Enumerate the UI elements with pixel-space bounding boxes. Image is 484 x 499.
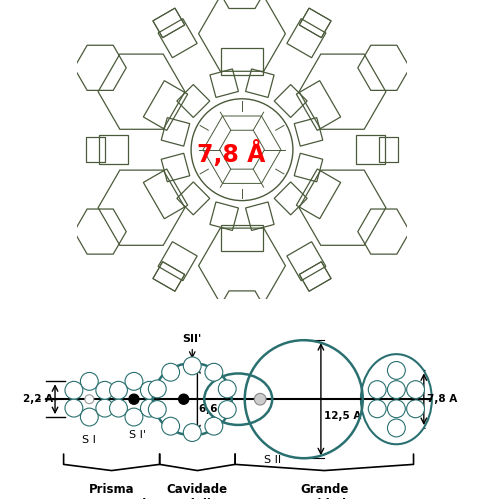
Circle shape: [65, 381, 83, 399]
Text: S I: S I: [82, 435, 96, 445]
Circle shape: [140, 381, 158, 399]
Text: Grande
Cavidade: Grande Cavidade: [294, 483, 355, 499]
Circle shape: [80, 372, 98, 390]
Circle shape: [80, 408, 98, 426]
Circle shape: [149, 401, 166, 419]
Circle shape: [368, 400, 386, 418]
Text: 7,8 A: 7,8 A: [426, 394, 457, 404]
Circle shape: [96, 399, 114, 417]
Circle shape: [183, 357, 201, 375]
Circle shape: [179, 394, 189, 404]
Circle shape: [205, 417, 223, 435]
Circle shape: [140, 399, 158, 417]
Circle shape: [109, 399, 127, 417]
Circle shape: [388, 381, 405, 399]
Text: SII': SII': [182, 334, 202, 344]
Circle shape: [255, 393, 266, 405]
Circle shape: [407, 381, 424, 399]
Circle shape: [388, 419, 405, 437]
Circle shape: [205, 363, 223, 381]
Circle shape: [65, 399, 83, 417]
Text: 6,6 A: 6,6 A: [199, 405, 229, 415]
Circle shape: [407, 400, 424, 418]
Circle shape: [96, 381, 114, 399]
Circle shape: [125, 372, 143, 390]
Circle shape: [183, 424, 201, 442]
Circle shape: [85, 395, 94, 404]
Circle shape: [388, 361, 405, 379]
Text: 2,2 A: 2,2 A: [23, 394, 53, 404]
Circle shape: [162, 417, 180, 435]
Circle shape: [162, 363, 180, 381]
Circle shape: [149, 380, 166, 398]
Circle shape: [129, 394, 139, 404]
Circle shape: [109, 381, 127, 399]
Circle shape: [218, 401, 236, 419]
Text: S I': S I': [129, 430, 146, 440]
Text: 12,5 A: 12,5 A: [324, 411, 361, 421]
Circle shape: [388, 400, 405, 418]
Text: S II: S II: [264, 455, 281, 465]
Circle shape: [125, 408, 143, 426]
Text: Cavidade
Sodalita: Cavidade Sodalita: [167, 483, 228, 499]
Circle shape: [368, 381, 386, 399]
Circle shape: [218, 380, 236, 398]
Text: Prisma
Hexagonal: Prisma Hexagonal: [76, 483, 147, 499]
Text: 7,8 Å: 7,8 Å: [197, 140, 265, 167]
